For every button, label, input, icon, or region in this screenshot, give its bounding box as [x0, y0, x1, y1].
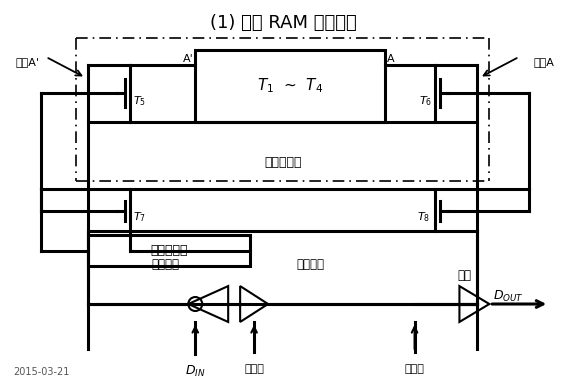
- Text: (1) 静态 RAM 基本电路: (1) 静态 RAM 基本电路: [209, 14, 357, 32]
- Text: 列地址选择: 列地址选择: [150, 244, 187, 257]
- Text: 读选择: 读选择: [405, 364, 424, 374]
- Text: $T_6$: $T_6$: [419, 94, 432, 108]
- Text: $D_{IN}$: $D_{IN}$: [185, 364, 205, 379]
- Text: 位线A: 位线A: [533, 57, 554, 67]
- Text: A: A: [387, 54, 395, 64]
- Bar: [195, 50, 385, 122]
- Text: 读放: 读放: [457, 269, 471, 282]
- Text: 写放大器: 写放大器: [151, 258, 179, 271]
- Text: $T_1$  ~  $T_4$: $T_1$ ~ $T_4$: [257, 76, 323, 95]
- Text: A': A': [183, 54, 194, 64]
- Text: $T_5$: $T_5$: [134, 94, 147, 108]
- Text: 2015-03-21: 2015-03-21: [13, 367, 69, 377]
- Text: 写放大器: 写放大器: [296, 258, 324, 271]
- Text: 写选择: 写选择: [244, 364, 264, 374]
- Text: $T_8$: $T_8$: [417, 210, 430, 224]
- Text: 位线A': 位线A': [16, 57, 40, 67]
- Text: $T_7$: $T_7$: [134, 210, 147, 224]
- Text: $D_{OUT}$: $D_{OUT}$: [494, 288, 524, 304]
- Bar: [88, 235, 250, 266]
- Text: 行地址选择: 行地址选择: [264, 156, 302, 169]
